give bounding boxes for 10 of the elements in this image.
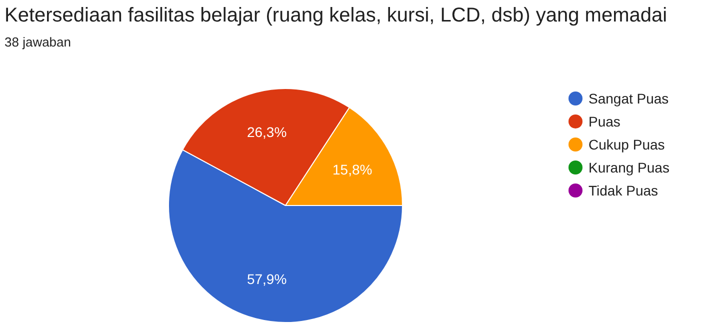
text: 38 jawaban: [4, 34, 71, 50]
legend-label: Kurang Puas: [588, 160, 670, 176]
legend-label: Tidak Puas: [588, 182, 658, 198]
legend-label: Cukup Puas: [588, 136, 665, 152]
chart-title: Ketersediaan fasilitas belajar (ruang kelas, kursi, LCD, dsb) yang memadai: [4, 4, 668, 26]
data-label: 15,8%: [332, 161, 372, 178]
legend-label: Puas: [588, 114, 620, 130]
data-label: 26,3%: [246, 124, 287, 140]
legend-label: Sangat Puas: [588, 90, 669, 106]
data-label: 57,9%: [246, 271, 287, 288]
